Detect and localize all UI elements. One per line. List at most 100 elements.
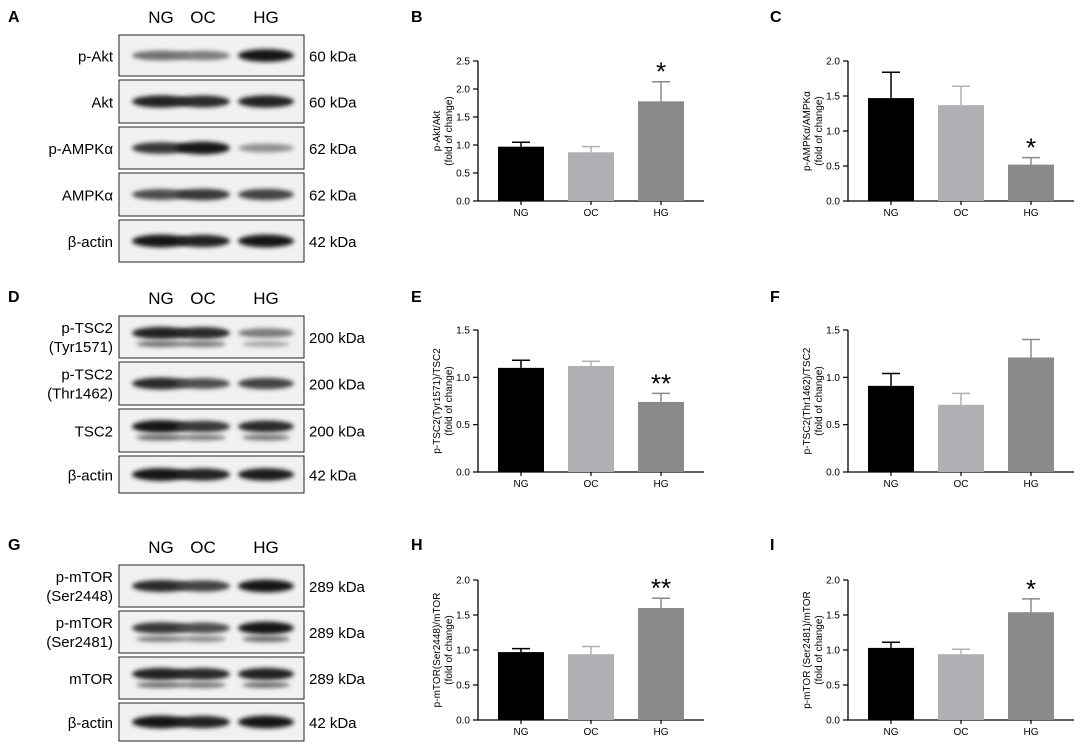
y-tick-label: 1.5 — [456, 611, 470, 622]
blot-band-lower — [180, 636, 226, 642]
y-tick-label: 2.0 — [456, 85, 470, 96]
protein-label: (Thr1462) — [47, 386, 113, 403]
bar-oc — [568, 365, 614, 472]
molecular-weight-label: 289 kDa — [309, 579, 366, 596]
bar-hg — [638, 401, 684, 472]
blot-band-lower — [242, 434, 290, 441]
blot-band — [176, 378, 230, 389]
molecular-weight-label: 200 kDa — [309, 377, 366, 394]
blot-band — [238, 377, 294, 390]
significance-marker: * — [1026, 133, 1036, 163]
x-tick-label: HG — [1024, 727, 1039, 738]
y-axis-label-line: p-TSC2(Thr1462)/TSC2 — [802, 347, 813, 454]
blot-band — [176, 715, 230, 729]
y-tick-label: 1.0 — [456, 646, 470, 657]
panel-letter: F — [770, 289, 780, 306]
y-axis-label-line: p-Akt/Akt — [432, 111, 443, 152]
lane-label-oc: OC — [190, 8, 216, 27]
protein-label: mTOR — [69, 671, 113, 688]
molecular-weight-label: 289 kDa — [309, 625, 366, 642]
bar-charts: B0.00.51.01.52.02.5p-Akt/Akt(fold of cha… — [411, 9, 1074, 738]
blot-band-lower — [180, 341, 226, 347]
blot-band-lower — [242, 341, 290, 347]
blot-band — [132, 50, 190, 61]
blot-band — [132, 622, 190, 634]
y-axis-label-line: p-mTOR(Ser2448)/mTOR — [432, 593, 443, 708]
chart-i: I0.00.51.01.52.0p-mTOR (Ser2481)/mTOR(fo… — [770, 537, 1074, 738]
molecular-weight-label: 42 kDa — [309, 468, 357, 485]
y-tick-label: 1.0 — [456, 373, 470, 384]
y-axis-label-line: p-AMPKα/AMPKα — [802, 91, 813, 171]
molecular-weight-label: 200 kDa — [309, 330, 366, 347]
blot-row: p-mTOR (Ser2448) 289 kDa — [46, 564, 366, 608]
bar-hg — [1008, 357, 1054, 472]
blot-band — [238, 95, 294, 108]
blot-band — [132, 468, 190, 481]
bar-hg — [638, 101, 684, 201]
blot-band — [176, 188, 230, 201]
protein-label: Akt — [91, 95, 114, 112]
y-tick-label: 1.5 — [826, 611, 840, 622]
bar-hg — [638, 608, 684, 720]
blot-band — [238, 420, 294, 433]
significance-marker: * — [656, 57, 666, 87]
molecular-weight-label: 42 kDa — [309, 234, 357, 251]
blot-band — [132, 377, 190, 390]
blot-band — [238, 328, 294, 338]
protein-label: β-actin — [68, 234, 113, 251]
protein-label: p-AMPKα — [48, 141, 113, 158]
blot-band — [176, 580, 230, 592]
blot-band — [238, 234, 294, 248]
x-tick-label: HG — [1024, 208, 1039, 219]
molecular-weight-label: 60 kDa — [309, 95, 357, 112]
chart-b: B 0.0 0.5 1.0 1.5 2.0 2.5 p-Akt/Akt(fold of cha… — [411, 9, 704, 219]
protein-label: p-mTOR — [56, 569, 113, 586]
protein-label: p-mTOR — [56, 615, 113, 632]
blot-band — [132, 667, 190, 681]
blot-band-lower — [180, 434, 226, 441]
x-tick-label: NG — [884, 479, 899, 490]
molecular-weight-label: 200 kDa — [309, 424, 366, 441]
y-axis-label-line: p-mTOR (Ser2481)/mTOR — [802, 591, 813, 708]
blot-band — [176, 234, 230, 248]
bar-oc — [938, 404, 984, 472]
y-axis-label-line: (fold of change) — [814, 615, 825, 685]
blot-band — [238, 188, 294, 201]
x-tick-label: HG — [654, 208, 669, 219]
molecular-weight-label: 42 kDa — [309, 715, 357, 732]
blot-band — [132, 189, 190, 200]
x-tick-label: NG — [884, 208, 899, 219]
y-tick-label: 0.5 — [456, 420, 470, 431]
blot-band — [132, 326, 190, 340]
x-tick-label: NG — [514, 479, 529, 490]
panel-letter: B — [411, 9, 423, 26]
y-tick-label: 1.0 — [826, 373, 840, 384]
panel-letter: G — [8, 537, 20, 554]
x-tick-label: OC — [954, 479, 969, 490]
bar-ng — [498, 146, 544, 201]
y-tick-label: 1.0 — [456, 141, 470, 152]
protein-label: β-actin — [68, 468, 113, 485]
y-axis-label-line: (fold of change) — [444, 96, 455, 166]
blot-band — [176, 468, 230, 481]
blot-row: p-Akt 60 kDa — [78, 34, 357, 77]
y-axis-label: p-AMPKα/AMPKα(fold of change) — [802, 91, 825, 171]
protein-label: TSC2 — [75, 424, 113, 441]
x-tick-label: HG — [654, 727, 669, 738]
y-tick-label: 1.5 — [456, 113, 470, 124]
blot-row: mTOR 289 kDa — [69, 656, 366, 700]
blot-band — [176, 141, 230, 155]
y-tick-label: 2.5 — [456, 57, 470, 68]
y-axis-label: p-TSC2(Tyr1571)/TSC2(fold of change) — [432, 348, 455, 454]
chart-c: C 0.0 0.5 1.0 1.5 2.0 p-AMPKα/AMPKα(fold of ch… — [770, 9, 1074, 219]
panel-letter: D — [8, 289, 20, 306]
western-blots: A NG OC HG p-Akt 60 kDa Akt 60 kDa p-AMPKα 62 kDa… — [8, 8, 366, 742]
protein-label: β-actin — [68, 715, 113, 732]
y-axis-label: p-Akt/Akt(fold of change) — [432, 96, 455, 166]
x-tick-label: OC — [954, 727, 969, 738]
y-axis-label-line: (fold of change) — [444, 366, 455, 436]
blot-row: Akt 60 kDa — [91, 79, 357, 124]
x-tick-label: OC — [954, 208, 969, 219]
protein-label: (Tyr1571) — [49, 339, 113, 356]
bar-ng — [498, 652, 544, 720]
